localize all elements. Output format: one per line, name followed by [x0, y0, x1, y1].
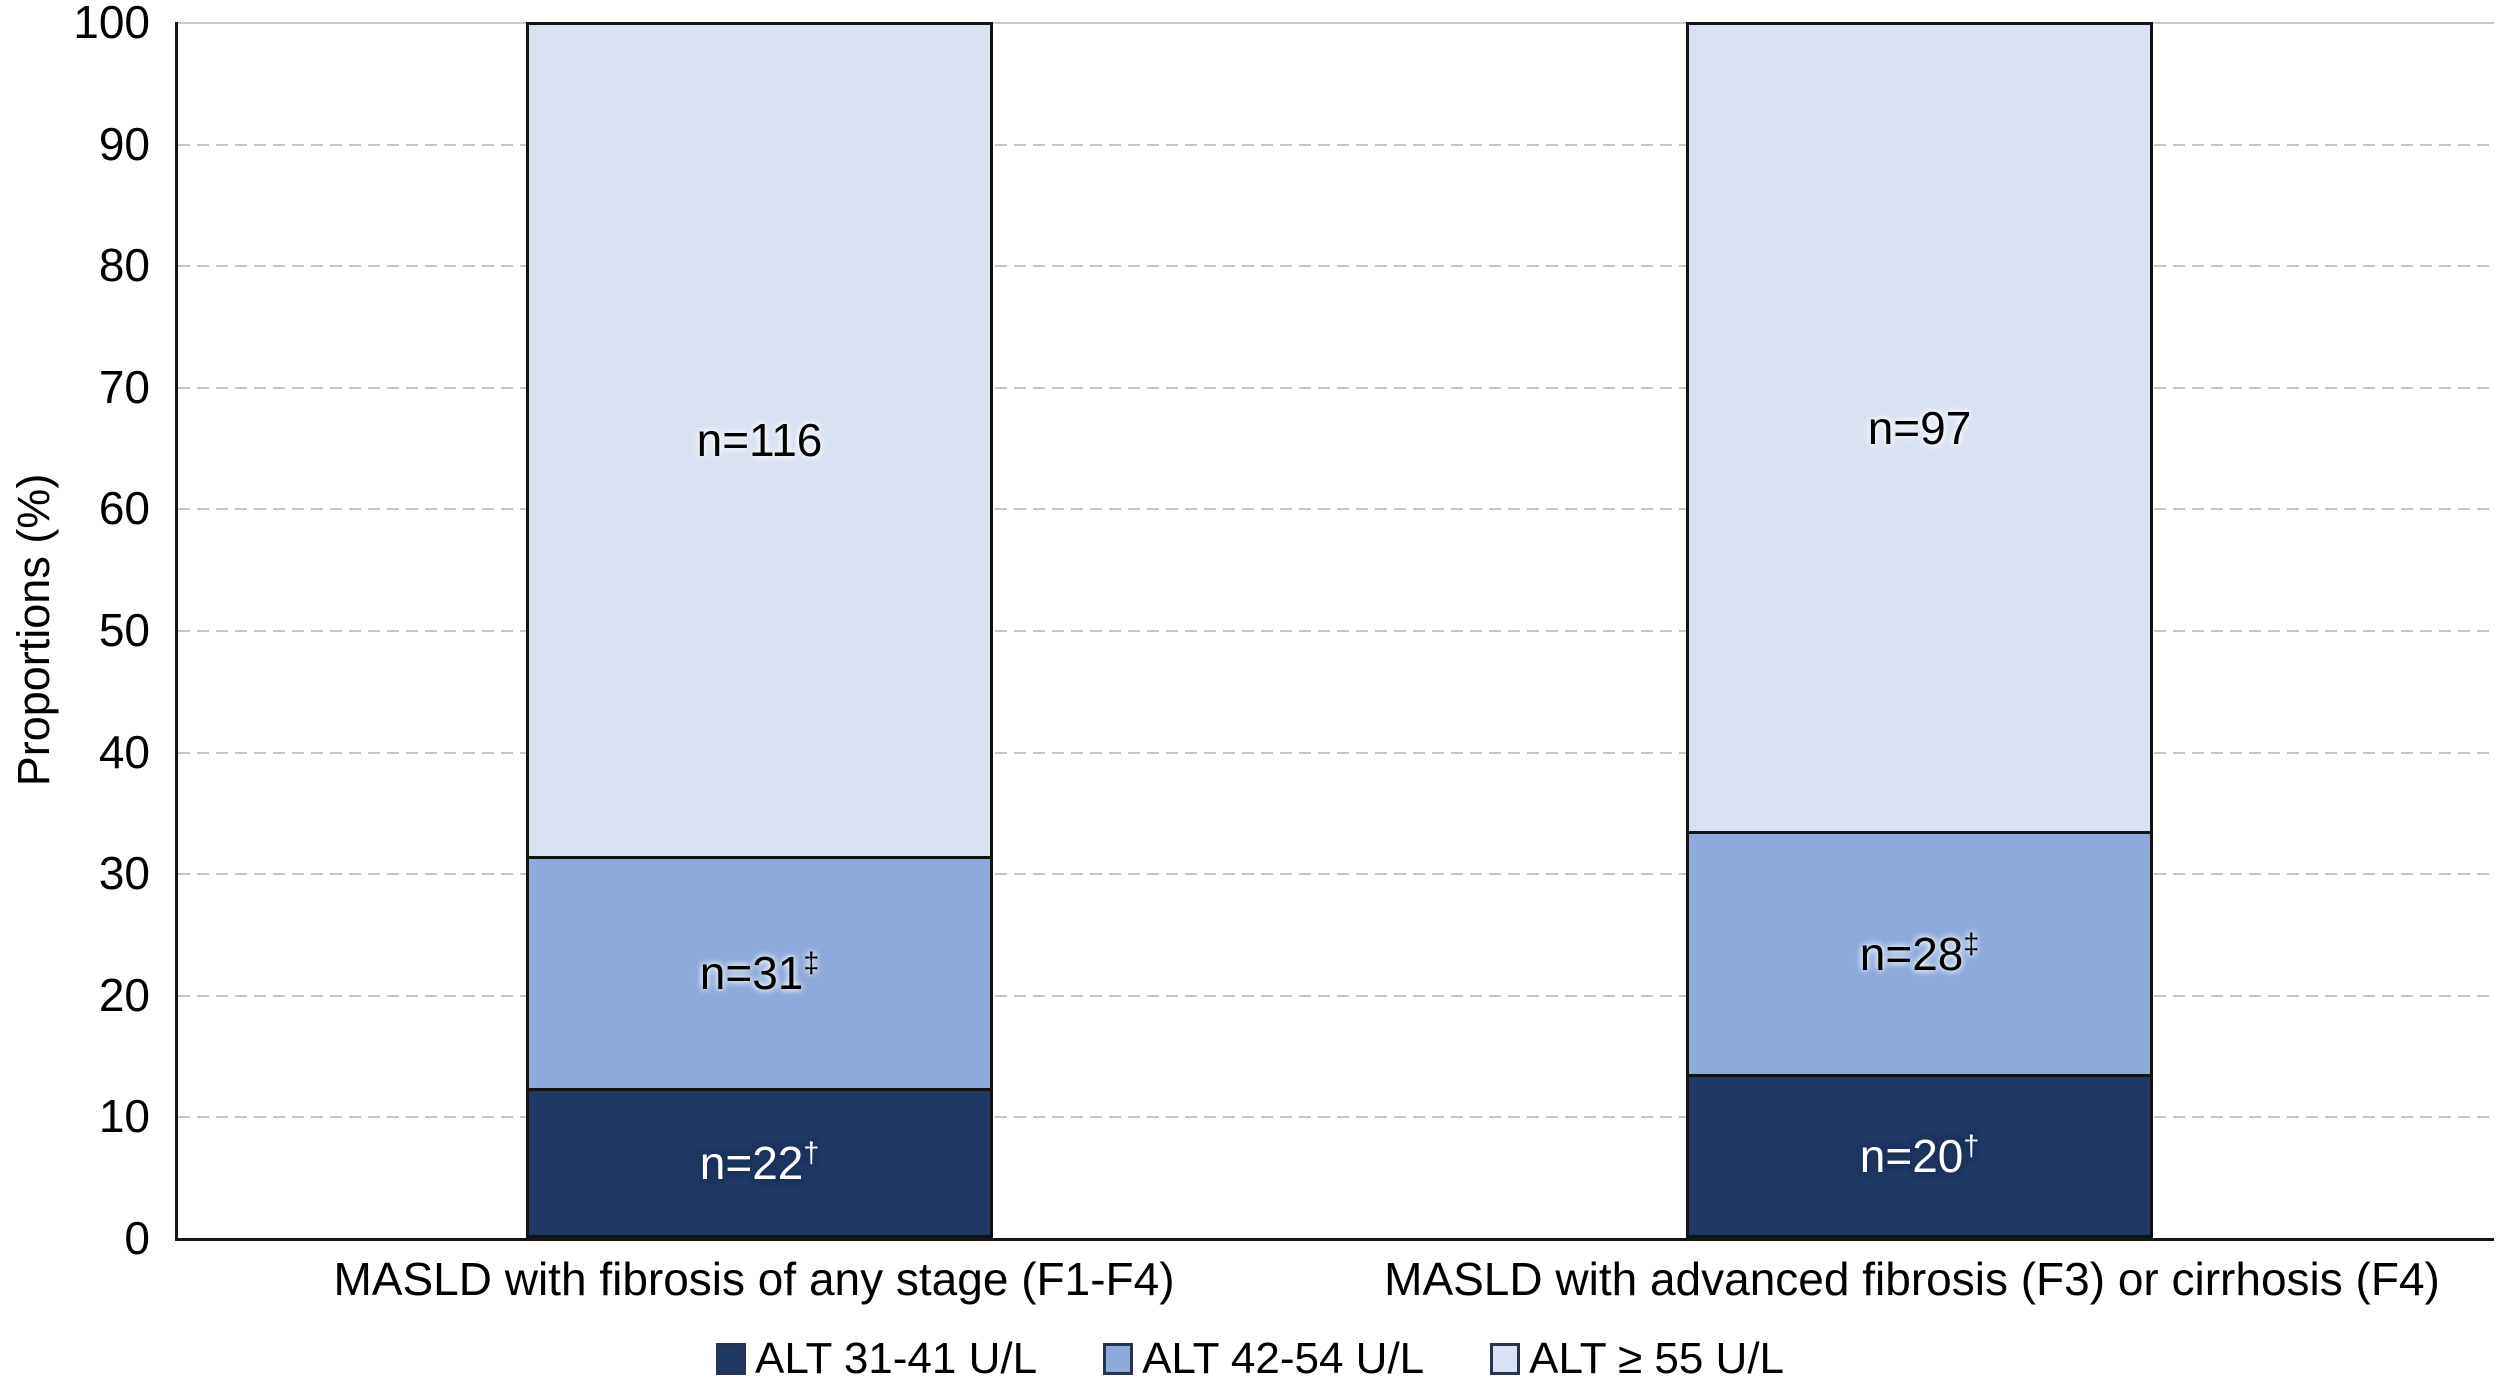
y-tick-label-90: 90: [98, 117, 150, 170]
x-category-label-f1-f4: MASLD with fibrosis of any stage (F1-F4): [333, 1253, 1175, 1305]
bar-segment-alt-55-u-l: n=116: [526, 22, 993, 859]
bar-segment-label: n=28‡: [1859, 928, 1980, 981]
bar-segment-alt-31-41-u-l: n=22†: [526, 1090, 993, 1238]
y-tick-label-60: 60: [98, 482, 150, 535]
y-tick-label-30: 30: [98, 847, 150, 900]
gridline-80: [178, 265, 2494, 268]
bar-segment-alt-42-54-u-l: n=31‡: [526, 858, 993, 1091]
legend-label: ALT 42-54 U/L: [1142, 1334, 1425, 1383]
footnote-marker: †: [1963, 1130, 1980, 1163]
gridline-10: [178, 1116, 2494, 1119]
footnote-marker: ‡: [803, 947, 820, 980]
bar-masld-f1-f4: n=116 n=31‡ n=22†: [526, 22, 993, 1238]
gridline-20: [178, 994, 2494, 997]
gridline-100: [178, 22, 2494, 24]
y-tick-label-80: 80: [98, 239, 150, 292]
y-tick-label-20: 20: [98, 968, 150, 1021]
gridline-90: [178, 143, 2494, 146]
legend-item-alt-42-54-u-l: ALT 42-54 U/L: [1103, 1334, 1424, 1384]
bar-segment-label: n=97: [1867, 402, 1972, 455]
bar-segment-label: n=20†: [1859, 1130, 1980, 1183]
bar-segment-label: n=31‡: [699, 947, 820, 1000]
y-tick-label-10: 10: [98, 1090, 150, 1143]
legend-item-alt-31-41-u-l: ALT 31-41 U/L: [715, 1334, 1038, 1384]
gridline-40: [178, 751, 2494, 754]
footnote-marker: †: [803, 1137, 820, 1170]
y-tick-label-50: 50: [98, 604, 150, 656]
plot-area: n=116 n=31‡ n=22† n=97 n=28‡ n=20†: [175, 22, 2494, 1241]
gridline-60: [178, 508, 2494, 511]
footnote-marker: ‡: [1963, 929, 1980, 962]
gridline-30: [178, 873, 2494, 876]
bar-segment-alt-31-41-u-l: n=20†: [1686, 1077, 2153, 1238]
legend-swatch-icon: [1103, 1343, 1134, 1375]
legend-label: ALT ≥ 55 U/L: [1529, 1334, 1785, 1383]
legend-label: ALT 31-41 U/L: [754, 1334, 1038, 1383]
y-tick-label-100: 100: [73, 0, 150, 48]
bar-segment-alt-42-54-u-l: n=28‡: [1686, 834, 2153, 1078]
bar-masld-f3-f4: n=97 n=28‡ n=20†: [1686, 22, 2153, 1238]
x-category-label-f3-f4: MASLD with advanced fibrosis (F3) or cir…: [1384, 1253, 2440, 1305]
legend-swatch-icon: [715, 1343, 746, 1375]
legend-swatch-icon: [1490, 1343, 1521, 1375]
bar-segment-alt-55-u-l: n=97: [1686, 22, 2153, 835]
bar-segment-label: n=116: [696, 414, 823, 467]
y-tick-label-70: 70: [98, 360, 150, 413]
y-tick-label-0: 0: [124, 1212, 150, 1264]
gridline-50: [178, 630, 2494, 632]
y-tick-label-40: 40: [98, 725, 150, 778]
bar-segment-label: n=22†: [699, 1136, 820, 1189]
gridline-70: [178, 386, 2494, 389]
legend: ALT 31-41 U/L ALT 42-54 U/L ALT ≥ 55 U/L: [0, 1334, 2500, 1384]
legend-item-alt-55-u-l: ALT ≥ 55 U/L: [1490, 1334, 1784, 1384]
